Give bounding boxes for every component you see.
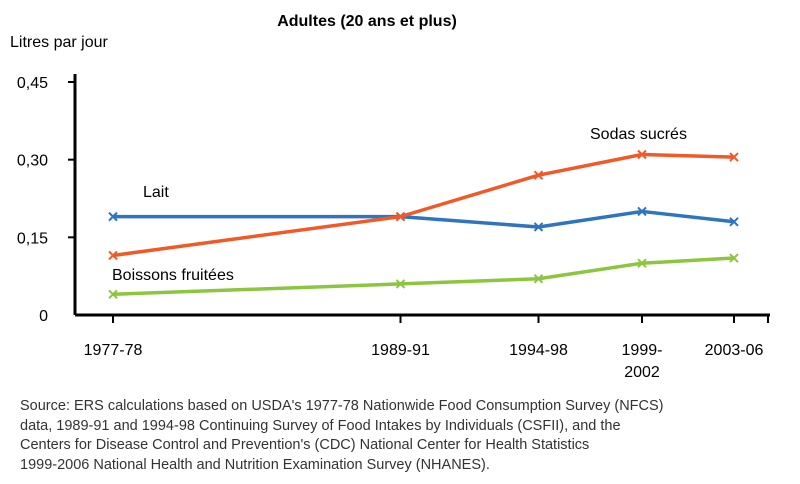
axes: [73, 74, 770, 317]
y-axis-label: Litres par jour: [10, 34, 108, 51]
y-tick-label: 0,45: [17, 75, 48, 92]
point-marker: [637, 149, 647, 160]
data-point: [108, 250, 118, 261]
data-point: [108, 211, 118, 222]
point-marker: [729, 217, 739, 227]
point-marker: [108, 250, 118, 261]
point-marker: [108, 289, 118, 299]
data-point: [729, 253, 739, 263]
y-tick-label: 0,15: [17, 230, 48, 247]
point-marker: [108, 211, 118, 222]
y-axis-ticks: 0 0,15 0,30 0,45: [17, 75, 75, 325]
point-marker: [729, 152, 739, 162]
series-lines: [108, 149, 739, 299]
y-tick-label: 0,30: [17, 153, 48, 170]
data-point: [533, 170, 544, 180]
x-tick-label: 2003-06: [705, 342, 764, 359]
data-point: [395, 211, 406, 222]
x-tick-label: 1977-78: [84, 342, 143, 359]
data-point: [108, 289, 118, 299]
x-tick-label: 1989-91: [371, 342, 430, 359]
data-point: [637, 149, 647, 160]
data-point: [729, 217, 739, 227]
data-point: [729, 152, 739, 162]
series-labels: Lait Sodas sucrés Boissons fruitées: [112, 126, 687, 284]
x-tick-label: 1999-: [622, 342, 663, 359]
line-chart: Adultes (20 ans et plus) Litres par jour…: [10, 13, 770, 381]
point-marker: [395, 211, 406, 222]
point-marker: [637, 206, 647, 217]
y-tick-label: 0: [39, 308, 48, 325]
point-marker: [729, 253, 739, 263]
series-label: Lait: [143, 184, 169, 201]
series-line: [112, 152, 735, 258]
point-marker: [637, 258, 647, 268]
data-point: [533, 274, 544, 284]
point-marker: [533, 274, 544, 284]
x-axis-ticks: 1977-78 1989-91 1994-98 1999- 2002 2003-06: [84, 315, 769, 381]
data-point: [637, 206, 647, 217]
point-marker: [533, 222, 544, 232]
data-point: [395, 279, 406, 289]
series-label: Boissons fruitées: [112, 267, 234, 284]
chart-title: Adultes (20 ans et plus): [277, 13, 457, 30]
x-tick-label: 1994-98: [509, 342, 568, 359]
series-label: Sodas sucrés: [590, 126, 687, 143]
point-marker: [533, 170, 544, 180]
source-note: Source: ERS calculations based on USDA's…: [20, 398, 664, 473]
data-point: [637, 258, 647, 268]
x-tick-label: 2002: [624, 364, 660, 381]
point-marker: [395, 279, 406, 289]
data-point: [533, 222, 544, 232]
